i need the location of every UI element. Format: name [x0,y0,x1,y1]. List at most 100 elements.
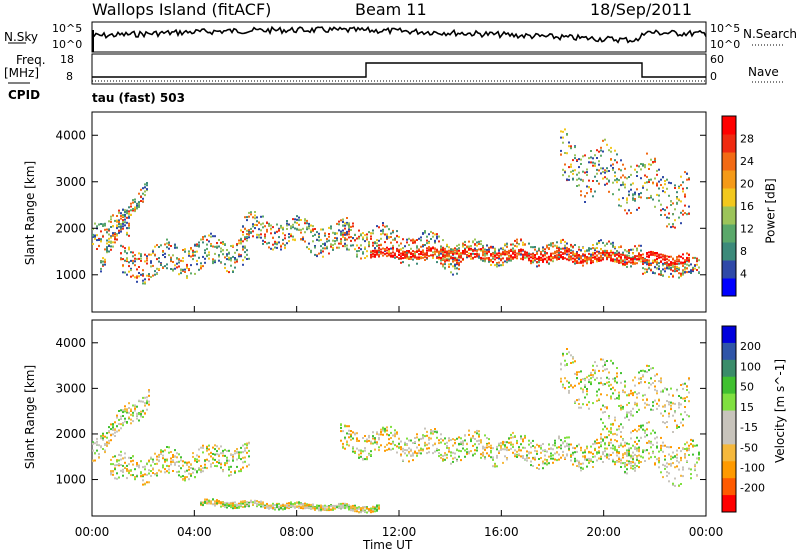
velocity-echo-pixel [232,453,234,456]
velocity-echo-pixel [574,400,576,403]
velocity-echo-pixel [124,405,126,408]
power-echo-pixel [206,255,208,258]
power-echo-pixel [478,240,480,243]
power-echo-pixel [126,260,128,263]
power-echo-pixel [486,250,488,253]
power-echo-pixel [108,250,110,253]
power-echo-pixel [286,224,288,227]
power-echo-pixel [688,260,690,263]
velocity-echo-pixel [116,464,118,467]
power-echo-pixel [106,242,108,245]
power-echo-pixel [582,246,584,249]
velocity-echo-pixel [668,453,670,456]
power-echo-pixel [696,257,698,260]
velocity-echo-pixel [180,459,182,462]
power-echo-pixel [682,257,684,260]
power-echo-pixel [488,248,490,251]
power-echo-pixel [246,239,248,242]
power-echo-pixel [102,263,104,266]
power-echo-pixel [664,254,666,257]
power-echo-pixel [392,229,394,232]
power-echo-pixel [604,254,606,257]
velocity-echo-pixel [522,457,524,459]
power-echo-pixel [398,257,400,260]
velocity-echo-pixel [154,452,156,455]
velocity-echo-pixel [616,451,618,454]
velocity-echo-pixel [664,387,666,390]
velocity-echo-pixel [190,467,192,469]
power-echo-pixel [668,275,670,278]
power-echo-pixel [170,245,172,247]
power-echo-pixel [676,262,678,265]
power-echo-pixel [120,214,122,217]
power-echo-pixel [514,239,516,242]
velocity-echo-pixel [164,468,166,471]
velocity-echo-pixel [596,399,598,402]
power-echo-pixel [552,252,554,255]
power-echo-pixel [570,147,572,150]
velocity-echo-pixel [142,479,144,482]
velocity-echo-pixel [614,419,616,422]
power-echo-pixel [304,222,306,225]
power-echo-pixel [660,214,662,216]
velocity-echo-pixel [634,453,636,456]
power-echo-pixel [362,232,364,235]
velocity-echo-pixel [304,507,306,510]
velocity-echo-pixel [570,384,572,387]
velocity-echo-pixel [606,447,608,450]
velocity-echo-pixel [236,503,238,506]
power-echo-pixel [584,171,586,174]
velocity-echo-pixel [112,424,114,427]
velocity-echo-pixel [284,504,286,507]
velocity-echo-pixel [582,403,584,406]
power-echo-pixel [128,210,130,213]
velocity-echo-pixel [184,476,186,478]
velocity-echo-pixel [484,456,486,459]
power-echo-pixel [198,244,200,247]
velocity-echo-pixel [686,385,688,388]
velocity-echo-pixel [328,506,330,509]
power-echo-pixel [586,259,588,261]
power-echo-pixel [630,165,632,168]
velocity-echo-pixel [260,500,262,503]
velocity-echo-pixel [130,457,132,459]
power-echo-pixel [650,264,652,266]
power-echo-pixel [322,250,324,253]
power-echo-pixel [126,252,128,255]
power-echo-pixel [626,198,628,201]
velocity-echo-pixel [654,380,656,382]
power-echo-pixel [282,228,284,231]
velocity-echo-pixel [442,458,444,461]
power-echo-pixel [346,244,348,247]
power-echo-pixel [688,270,690,273]
power-echo-pixel [340,230,342,233]
velocity-echo-pixel [680,474,682,477]
velocity-echo-pixel [682,475,684,478]
velocity-echo-pixel [156,474,158,477]
velocity-echo-pixel [188,461,190,464]
velocity-echo-pixel [302,507,304,510]
power-echo-pixel [196,245,198,247]
power-echo-pixel [640,260,642,263]
power-echo-pixel [230,259,232,262]
power-echo-pixel [248,233,250,236]
velocity-echo-pixel [100,445,102,448]
power-echo-pixel [612,245,614,248]
velocity-echo-pixel [678,468,680,471]
power-echo-pixel [234,258,236,261]
velocity-echo-pixel [546,463,548,466]
power-echo-pixel [600,259,602,262]
power-echo-pixel [632,198,634,201]
power-echo-pixel [414,255,416,258]
velocity-echo-pixel [342,502,344,505]
power-echo-pixel [596,260,598,263]
velocity-echo-pixel [626,468,628,471]
power-echo-pixel [600,256,602,259]
velocity-echo-pixel [130,469,132,472]
power-echo-pixel [128,246,130,249]
power-echo-pixel [656,252,658,255]
velocity-echo-pixel [634,462,636,465]
power-echo-pixel [660,256,662,259]
power-echo-pixel [142,187,144,190]
power-echo-pixel [654,177,656,180]
